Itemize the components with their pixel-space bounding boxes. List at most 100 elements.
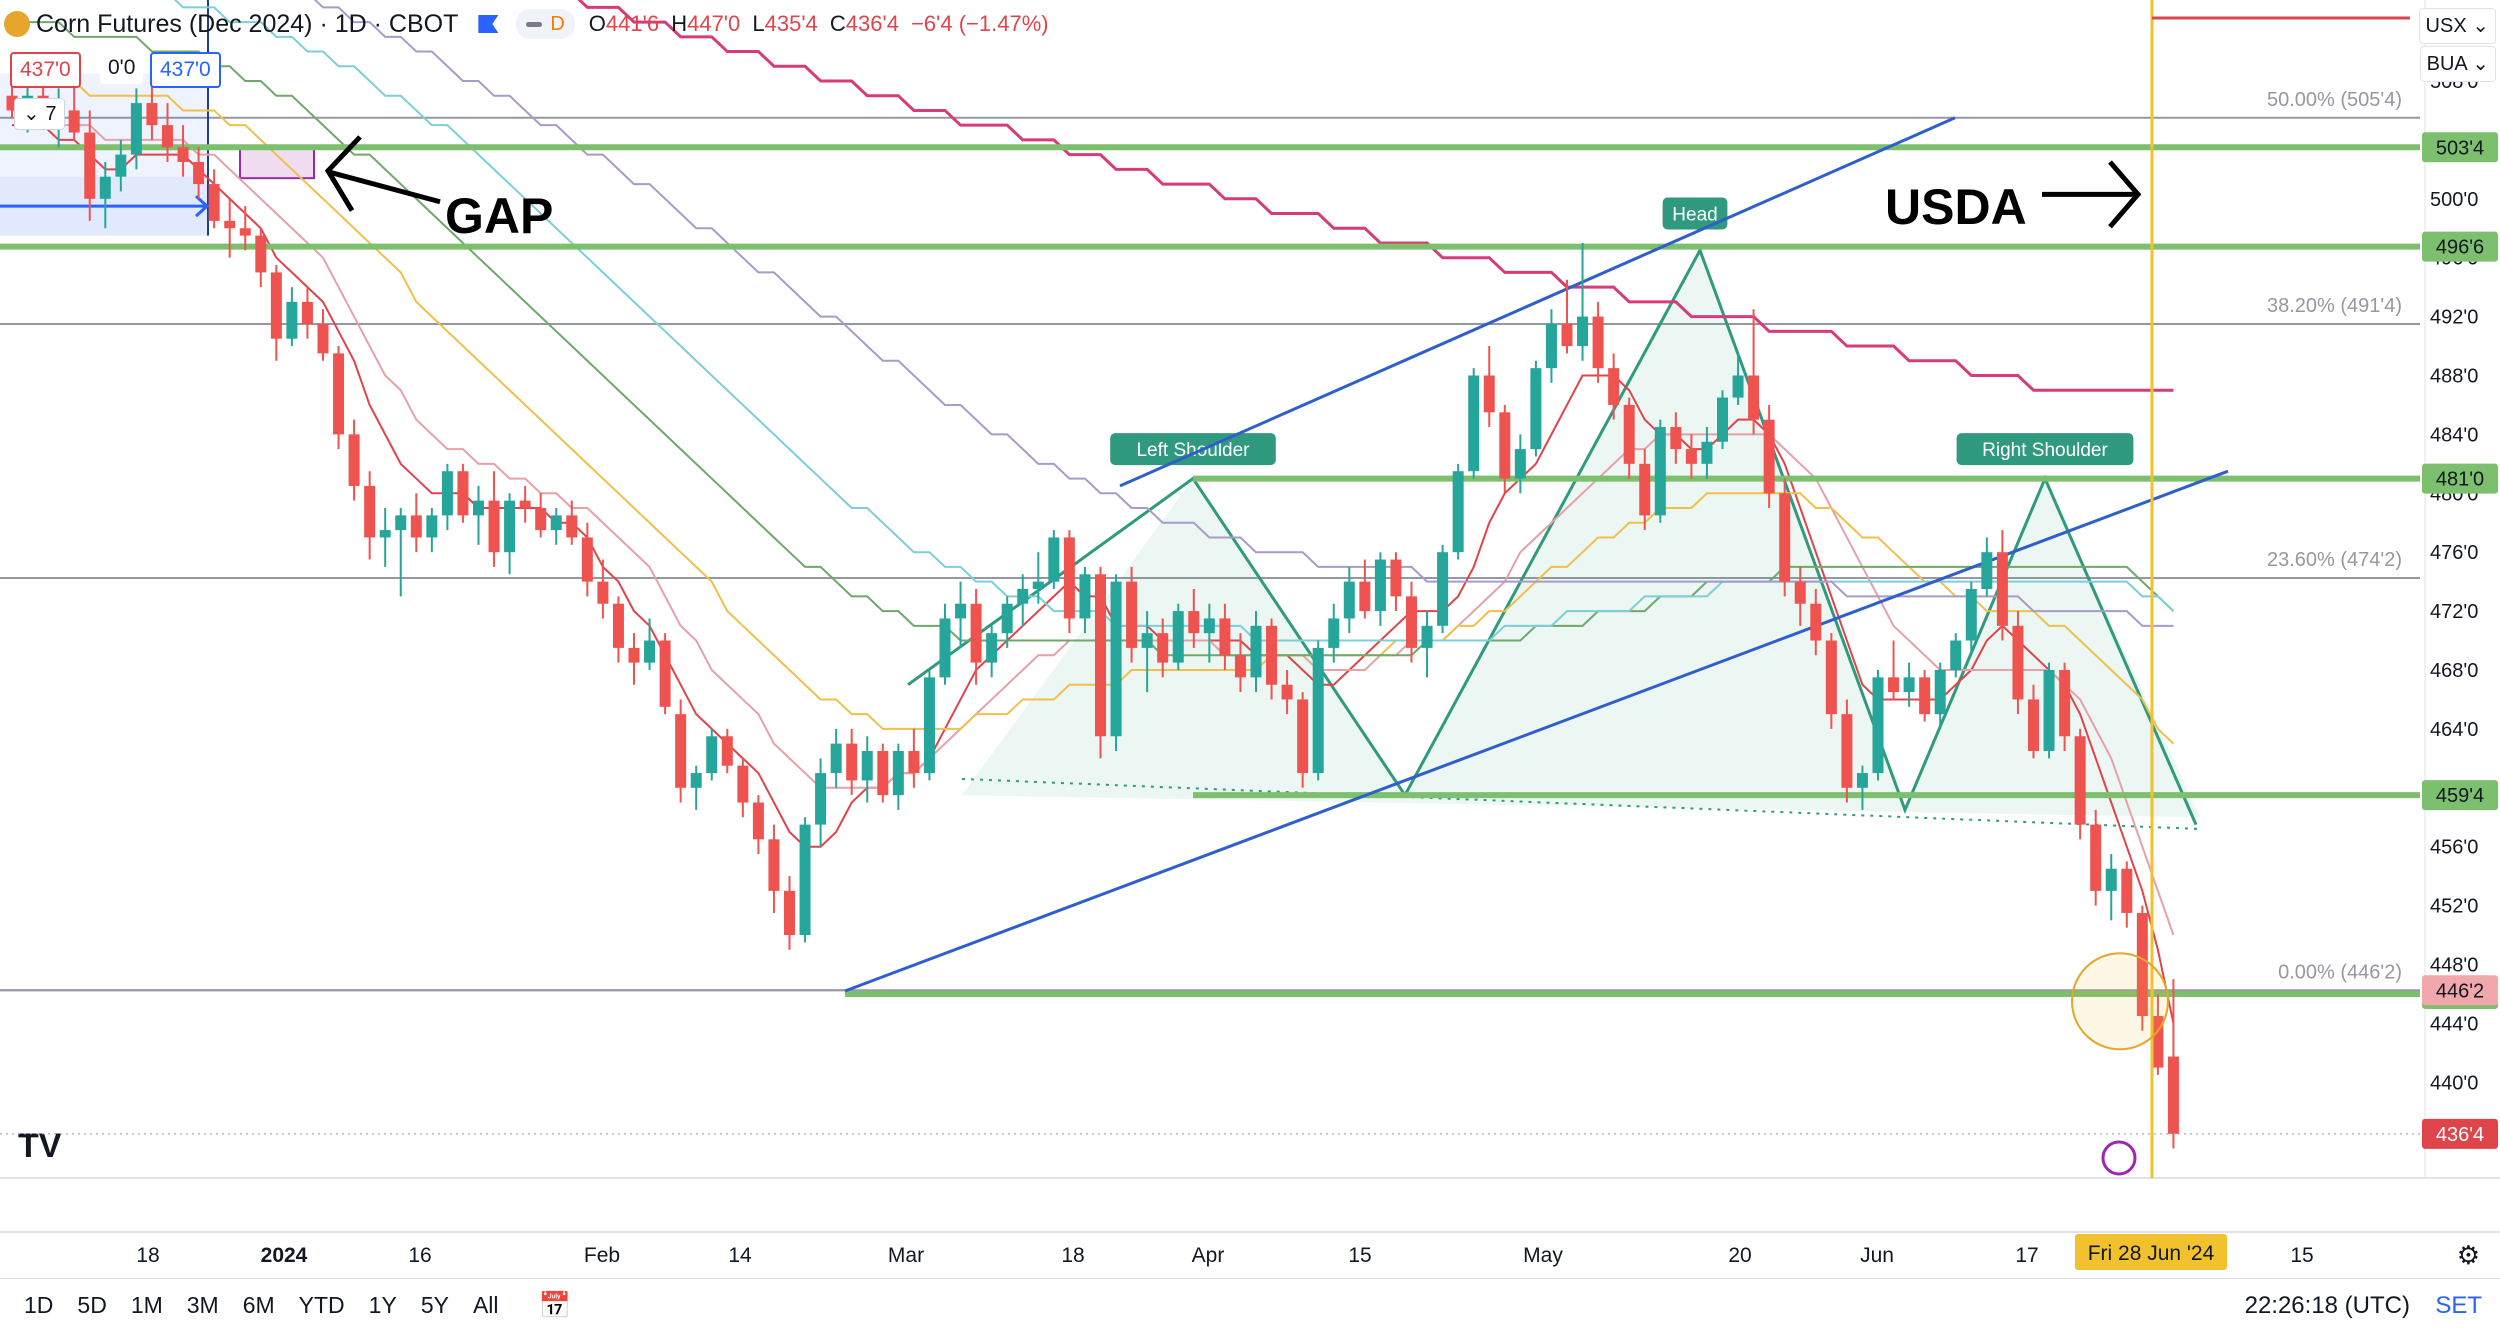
open-label: O	[588, 11, 606, 36]
flag-icon[interactable]	[478, 15, 499, 33]
candle-body	[1001, 603, 1013, 634]
candle-body	[799, 824, 811, 936]
tf-6m[interactable]: 6M	[242, 1291, 275, 1318]
candle-body	[1685, 449, 1697, 464]
tf-1d[interactable]: 1D	[24, 1291, 54, 1318]
level-tag-box	[2422, 231, 2498, 262]
candle-body	[239, 228, 251, 236]
candle-body	[441, 471, 453, 516]
level-tag: 459'4	[2436, 785, 2484, 807]
candle-body	[908, 750, 920, 774]
position-arrowhead	[194, 195, 210, 218]
usda-label: USDA	[1885, 179, 2027, 235]
candle-body	[473, 500, 484, 516]
candle-body	[784, 890, 795, 936]
candle-body	[1763, 419, 1775, 494]
candle-body	[457, 471, 469, 516]
candle-body	[1390, 559, 1402, 597]
candle-body	[628, 647, 640, 663]
candle-body	[2121, 868, 2133, 913]
candle-body	[970, 603, 982, 663]
visibility-pill[interactable]: D	[516, 9, 575, 39]
candle-body	[1825, 640, 1837, 715]
candle-body	[768, 839, 780, 891]
clock: 22:26:18 (UTC)	[2244, 1292, 2410, 1319]
candle-body	[162, 125, 173, 148]
candle-body	[1856, 773, 1868, 788]
sell-button[interactable]: 437'0	[10, 52, 81, 88]
tf-3m[interactable]: 3M	[186, 1291, 219, 1318]
candle-body	[1406, 596, 1417, 648]
tf-1y[interactable]: 1Y	[368, 1291, 397, 1318]
candle-body	[1297, 699, 1309, 774]
high-value: 447'0	[687, 11, 741, 36]
calendar-icon[interactable]: 📅	[538, 1289, 571, 1320]
price-tick: 440'0	[2430, 1072, 2478, 1094]
candle-body	[1748, 375, 1760, 420]
buy-button[interactable]: 437'0	[150, 52, 221, 88]
candle-body	[1141, 633, 1153, 648]
time-tick: 15	[1348, 1244, 1371, 1267]
current-date-label: Fri 28 Jun '24	[2088, 1242, 2215, 1265]
close-value: 436'4	[845, 11, 899, 36]
candle-body	[2105, 868, 2117, 891]
price-tick: 492'0	[2430, 307, 2478, 329]
price-tick: 500'0	[2430, 189, 2478, 211]
usda-arrowhead	[2108, 160, 2142, 229]
indicator-count: 7	[45, 103, 57, 125]
unit-selector[interactable]: BUA ⌄	[2419, 46, 2496, 82]
candles	[6, 58, 2179, 1149]
candle-body	[612, 603, 624, 648]
candle-body	[99, 176, 111, 199]
candle-body	[1188, 611, 1200, 634]
tf-1m[interactable]: 1M	[130, 1291, 163, 1318]
price-tick: 456'0	[2430, 837, 2478, 859]
time-tick: Jun	[1860, 1244, 1894, 1267]
head-label: Head	[1672, 205, 1717, 226]
candle-body	[659, 640, 671, 707]
candle-body	[1017, 589, 1029, 604]
tf-5y[interactable]: 5Y	[420, 1291, 449, 1318]
candle-body	[1359, 581, 1371, 612]
candle-body	[535, 508, 547, 531]
price-tag: 446'2	[2436, 980, 2484, 1002]
time-tick: Feb	[584, 1244, 620, 1267]
candle-body	[861, 750, 873, 781]
candle-body	[224, 220, 236, 229]
candle-body	[286, 301, 298, 339]
candle-body	[1048, 537, 1060, 582]
currency-selector[interactable]: USX ⌄	[2418, 8, 2496, 44]
candle-body	[830, 743, 842, 774]
time-tick: 18	[1061, 1244, 1084, 1267]
price-tick: 448'0	[2430, 954, 2478, 976]
indicator-toggle[interactable]: ⌄ 7	[14, 98, 66, 130]
tf-ytd[interactable]: YTD	[298, 1291, 345, 1318]
candle-body	[317, 323, 329, 354]
gear-icon[interactable]: ⚙	[2456, 1240, 2480, 1270]
candle-body	[2136, 912, 2148, 1017]
level-tag-box	[2422, 463, 2498, 494]
candle-body	[1717, 397, 1728, 442]
candle-body	[270, 272, 282, 339]
tf-all[interactable]: All	[472, 1291, 499, 1318]
candle-body	[1281, 684, 1293, 700]
candle-body	[2090, 824, 2102, 891]
price-tick: 472'0	[2430, 601, 2478, 623]
ohlc-readout: O441'6 H447'0 L435'4 C436'4 −6'4 (−1.47%…	[589, 11, 1049, 37]
candle-body	[1950, 640, 1962, 670]
fib-label: 23.60% (474'2)	[2267, 549, 2402, 571]
tf-5d[interactable]: 5D	[77, 1291, 107, 1318]
candle-body	[1234, 655, 1246, 678]
annotations: GAP USDA TV	[0, 0, 2420, 1178]
candle-body	[939, 618, 951, 678]
candle-body	[923, 677, 935, 774]
symbol-title[interactable]: Corn Futures (Dec 2024) · 1D · CBOT	[36, 9, 459, 38]
candle-body	[1437, 552, 1449, 626]
eye-dash-icon	[526, 21, 543, 27]
left-shoulder-label: Left Shoulder	[1136, 440, 1250, 461]
candle-body	[752, 802, 764, 840]
settings-link[interactable]: SET	[2435, 1292, 2482, 1319]
candle-body	[1172, 611, 1184, 663]
time-tick: 15	[2290, 1244, 2313, 1267]
